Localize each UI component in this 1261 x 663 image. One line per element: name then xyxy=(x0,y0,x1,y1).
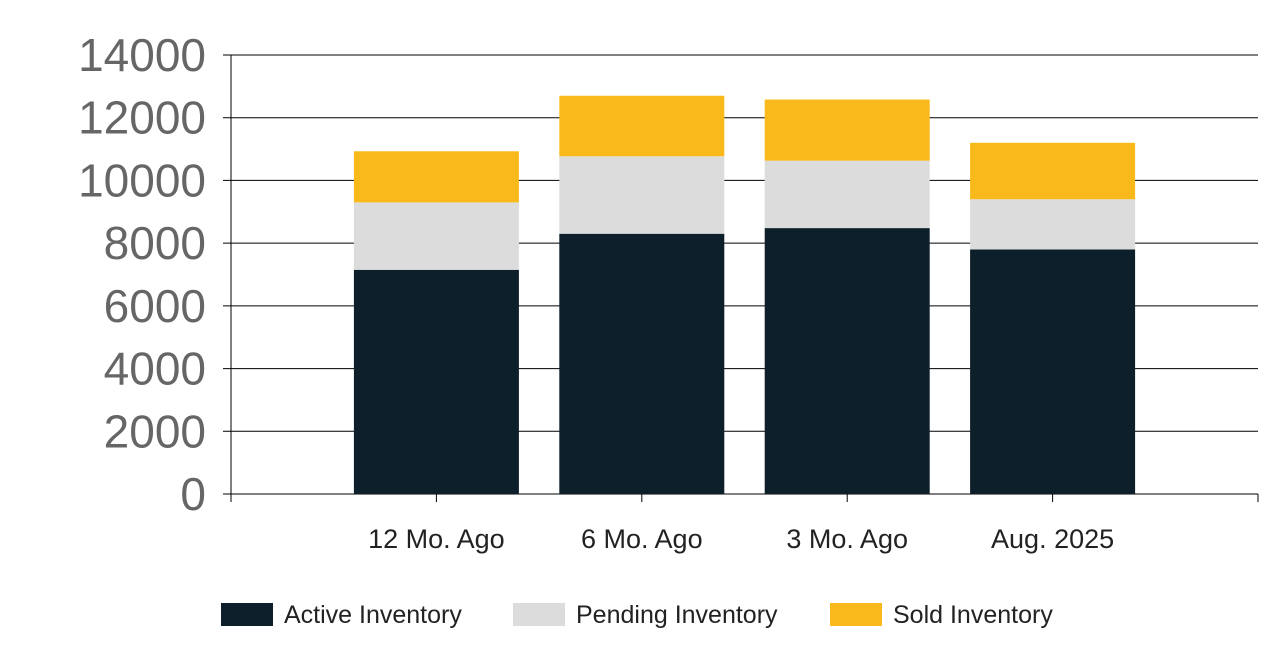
y-axis-ticks: 0 2000 4000 6000 8000 10000 12000 14000 xyxy=(78,29,206,520)
legend-label: Active Inventory xyxy=(284,601,462,629)
x-axis-ticks: 12 Mo. Ago 6 Mo. Ago 3 Mo. Ago Aug. 2025 xyxy=(368,524,1114,554)
y-tick-label: 0 xyxy=(180,468,206,520)
bar-active-inventory xyxy=(559,233,725,494)
bar-pending-inventory xyxy=(353,202,519,270)
bar-sold-inventory xyxy=(970,142,1136,200)
x-tick-label: 12 Mo. Ago xyxy=(368,524,505,554)
x-tick-label: Aug. 2025 xyxy=(991,524,1114,554)
legend-swatch xyxy=(830,603,882,626)
bar-active-inventory xyxy=(970,249,1136,494)
axes xyxy=(230,55,1259,502)
legend: Active Inventory Pending Inventory Sold In… xyxy=(221,601,1053,629)
x-tick-label: 6 Mo. Ago xyxy=(581,524,703,554)
legend-swatch xyxy=(513,603,565,626)
bars xyxy=(353,95,1136,494)
bar-pending-inventory xyxy=(764,160,930,229)
y-tick-label: 8000 xyxy=(104,217,206,269)
bar-sold-inventory xyxy=(764,99,930,161)
legend-label: Pending Inventory xyxy=(576,601,778,629)
y-tick-label: 6000 xyxy=(104,280,206,332)
bar-active-inventory xyxy=(764,228,930,494)
bar-sold-inventory xyxy=(353,151,519,203)
y-tick-label: 10000 xyxy=(78,154,206,206)
bar-pending-inventory xyxy=(559,156,725,234)
legend-swatch xyxy=(221,603,273,626)
y-tick-label: 2000 xyxy=(104,405,206,457)
y-tick-label: 14000 xyxy=(78,29,206,81)
bar-sold-inventory xyxy=(559,95,725,157)
x-tick-label: 3 Mo. Ago xyxy=(786,524,908,554)
y-tick-label: 12000 xyxy=(78,92,206,144)
bar-pending-inventory xyxy=(970,199,1136,250)
y-tick-label: 4000 xyxy=(104,343,206,395)
bar-active-inventory xyxy=(353,269,519,494)
legend-label: Sold Inventory xyxy=(893,601,1053,629)
